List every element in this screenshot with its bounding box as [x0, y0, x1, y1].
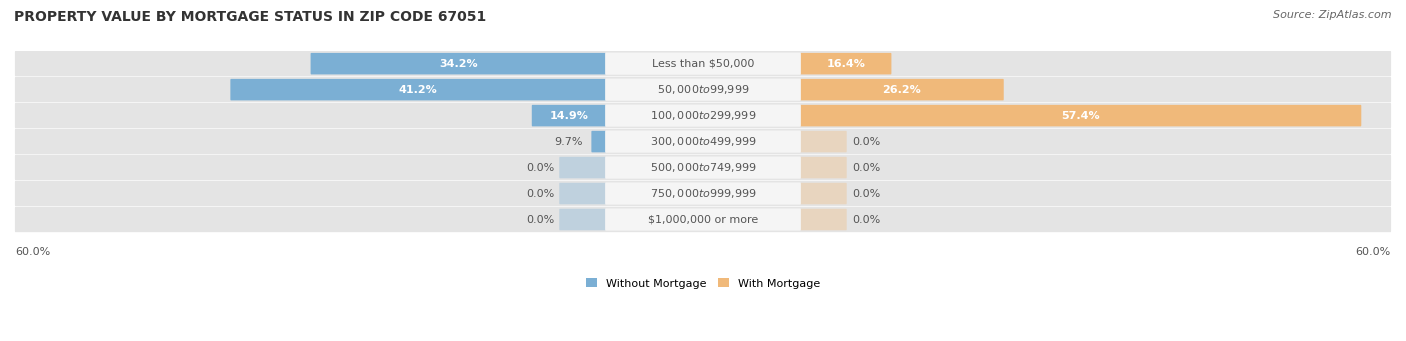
FancyBboxPatch shape [800, 105, 1361, 127]
FancyBboxPatch shape [231, 79, 606, 100]
FancyBboxPatch shape [605, 208, 801, 231]
Text: $100,000 to $299,999: $100,000 to $299,999 [650, 109, 756, 122]
Legend: Without Mortgage, With Mortgage: Without Mortgage, With Mortgage [586, 279, 820, 288]
Text: 0.0%: 0.0% [852, 163, 880, 173]
FancyBboxPatch shape [15, 129, 1391, 154]
FancyBboxPatch shape [605, 182, 801, 205]
FancyBboxPatch shape [592, 131, 606, 152]
Text: 0.0%: 0.0% [852, 214, 880, 224]
Text: $500,000 to $749,999: $500,000 to $749,999 [650, 161, 756, 174]
Text: $300,000 to $499,999: $300,000 to $499,999 [650, 135, 756, 148]
FancyBboxPatch shape [605, 131, 801, 153]
Text: 0.0%: 0.0% [526, 163, 554, 173]
Text: 16.4%: 16.4% [827, 59, 865, 69]
Text: Less than $50,000: Less than $50,000 [652, 59, 754, 69]
FancyBboxPatch shape [560, 157, 606, 178]
Text: 0.0%: 0.0% [852, 189, 880, 198]
FancyBboxPatch shape [15, 155, 1391, 180]
FancyBboxPatch shape [800, 79, 1004, 100]
FancyBboxPatch shape [15, 77, 1391, 102]
Text: 14.9%: 14.9% [550, 110, 588, 121]
Text: 60.0%: 60.0% [1355, 247, 1391, 257]
FancyBboxPatch shape [531, 105, 606, 127]
FancyBboxPatch shape [605, 78, 801, 101]
Text: 41.2%: 41.2% [399, 85, 437, 95]
FancyBboxPatch shape [15, 207, 1391, 232]
FancyBboxPatch shape [311, 53, 606, 74]
Text: 9.7%: 9.7% [554, 137, 582, 147]
Text: $1,000,000 or more: $1,000,000 or more [648, 214, 758, 224]
FancyBboxPatch shape [15, 51, 1391, 76]
Text: 0.0%: 0.0% [852, 137, 880, 147]
Text: 34.2%: 34.2% [439, 59, 478, 69]
FancyBboxPatch shape [800, 157, 846, 178]
FancyBboxPatch shape [800, 209, 846, 230]
Text: 26.2%: 26.2% [883, 85, 921, 95]
FancyBboxPatch shape [560, 183, 606, 204]
Text: 0.0%: 0.0% [526, 189, 554, 198]
Text: $750,000 to $999,999: $750,000 to $999,999 [650, 187, 756, 200]
Text: 0.0%: 0.0% [526, 214, 554, 224]
FancyBboxPatch shape [800, 131, 846, 152]
Text: 60.0%: 60.0% [15, 247, 51, 257]
FancyBboxPatch shape [800, 183, 846, 204]
FancyBboxPatch shape [15, 181, 1391, 206]
FancyBboxPatch shape [800, 53, 891, 74]
Text: 57.4%: 57.4% [1062, 110, 1099, 121]
FancyBboxPatch shape [605, 157, 801, 179]
Text: $50,000 to $99,999: $50,000 to $99,999 [657, 83, 749, 96]
Text: Source: ZipAtlas.com: Source: ZipAtlas.com [1274, 10, 1392, 20]
FancyBboxPatch shape [560, 209, 606, 230]
Text: PROPERTY VALUE BY MORTGAGE STATUS IN ZIP CODE 67051: PROPERTY VALUE BY MORTGAGE STATUS IN ZIP… [14, 10, 486, 24]
FancyBboxPatch shape [605, 105, 801, 127]
FancyBboxPatch shape [15, 103, 1391, 128]
FancyBboxPatch shape [605, 53, 801, 75]
